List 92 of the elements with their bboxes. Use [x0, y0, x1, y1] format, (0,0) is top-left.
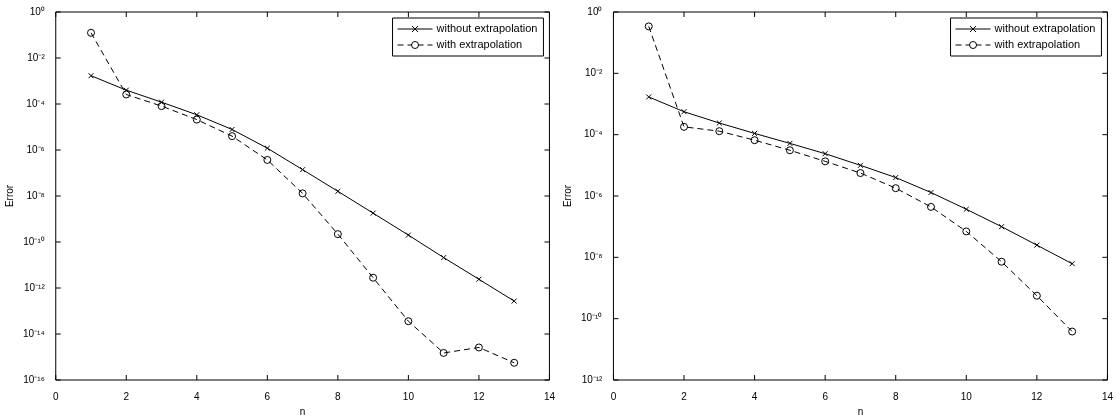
point: [644, 22, 653, 31]
point: [369, 273, 378, 282]
point: [157, 102, 166, 111]
y-axis-title: Error: [3, 184, 15, 208]
point: [334, 188, 341, 195]
point: [299, 166, 306, 173]
y-tick-label: 10⁻¹⁰: [23, 235, 45, 247]
point: [822, 150, 829, 157]
point: [192, 115, 201, 124]
legend-label: without extrapolation: [435, 22, 538, 35]
point: [750, 136, 759, 145]
x-tick-label: 2: [681, 390, 688, 402]
point: [88, 72, 94, 79]
y-axis-title: Error: [561, 184, 573, 208]
point: [264, 145, 271, 152]
x-tick-label: 2: [123, 390, 130, 402]
x-tick-label: 6: [822, 390, 829, 402]
point: [681, 108, 687, 115]
point: [122, 90, 131, 99]
x-tick-label: 4: [751, 390, 758, 402]
point: [891, 184, 900, 193]
point: [263, 155, 272, 164]
x-tick-label: 0: [610, 390, 617, 402]
x-tick-label: 4: [194, 390, 201, 402]
point: [1068, 327, 1077, 336]
point: [475, 276, 482, 283]
x-tick-label: 10: [402, 390, 415, 402]
y-tick-label: 10⁻¹²: [23, 281, 46, 293]
point: [963, 206, 970, 213]
point: [716, 120, 723, 126]
point: [927, 202, 936, 211]
point: [997, 257, 1006, 266]
x-axis-title: n: [299, 405, 306, 417]
point: [680, 122, 689, 131]
y-tick-label: 10⁰: [29, 5, 45, 17]
point: [928, 189, 934, 196]
y-tick-label: 10⁻²: [585, 67, 604, 79]
x-tick-label: 10: [960, 390, 973, 402]
point: [1032, 291, 1041, 300]
y-tick-label: 10⁻¹²: [581, 373, 604, 385]
point: [404, 317, 413, 326]
x-tick-label: 12: [473, 390, 485, 402]
point: [857, 162, 864, 169]
point: [856, 169, 865, 178]
point: [1033, 242, 1040, 249]
y-tick-label: 10⁻⁴: [26, 97, 45, 109]
point: [439, 348, 448, 357]
x-tick-label: 8: [892, 390, 899, 402]
y-tick-label: 10⁻⁸: [584, 251, 603, 263]
point: [158, 99, 165, 106]
point: [510, 358, 519, 367]
point: [715, 127, 724, 136]
point: [785, 146, 794, 155]
point: [998, 223, 1005, 230]
x-tick-label: 8: [335, 390, 342, 402]
y-tick-label: 10⁻¹⁴: [23, 327, 45, 339]
point: [821, 157, 830, 166]
x-tick-label: 14: [1101, 390, 1114, 402]
y-tick-label: 10⁻²: [27, 51, 46, 63]
point: [786, 140, 793, 147]
point: [123, 87, 130, 94]
x-tick-label: 14: [543, 390, 556, 402]
point: [298, 189, 307, 198]
x-axis-title: n: [857, 405, 864, 417]
point: [474, 343, 483, 352]
point: [87, 28, 96, 37]
x-tick-label: 0: [52, 390, 59, 402]
point: [751, 130, 758, 137]
legend-label: with extrapolation: [435, 38, 523, 51]
y-tick-label: 10⁻¹⁶: [23, 373, 45, 385]
point: [405, 232, 412, 239]
y-tick-label: 10⁰: [587, 5, 603, 17]
point: [1069, 260, 1076, 267]
x-tick-label: 6: [264, 390, 271, 402]
point: [645, 93, 652, 100]
y-tick-label: 10⁻⁶: [584, 189, 603, 201]
x-tick-label: 12: [1031, 390, 1043, 402]
point: [440, 254, 447, 261]
point: [962, 227, 971, 236]
y-tick-label: 10⁻¹⁰: [581, 312, 603, 324]
point: [370, 210, 377, 217]
point: [892, 174, 899, 181]
legend-label: with extrapolation: [993, 38, 1081, 51]
y-tick-label: 10⁻⁶: [26, 143, 45, 155]
point: [228, 132, 237, 141]
point: [229, 126, 236, 133]
point: [511, 298, 518, 305]
point: [193, 111, 200, 118]
legend-label: without extrapolation: [993, 22, 1096, 35]
point: [333, 230, 342, 239]
y-tick-label: 10⁻⁴: [584, 128, 603, 140]
y-tick-label: 10⁻⁸: [26, 189, 45, 201]
